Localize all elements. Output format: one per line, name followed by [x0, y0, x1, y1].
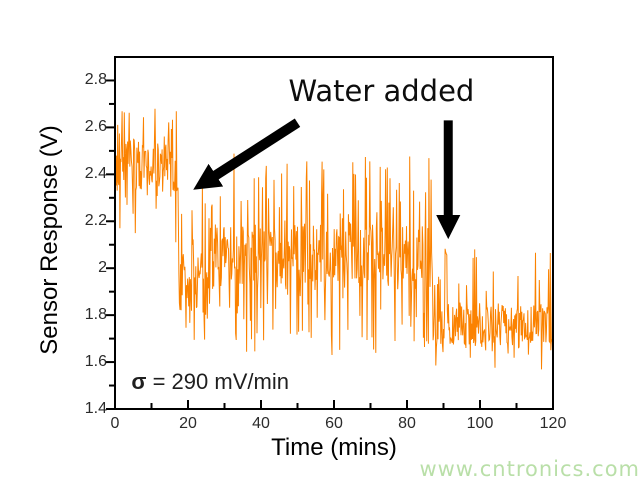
- y-tick-label-2.2: 2.2: [84, 212, 107, 230]
- y-tick-label-2.6: 2.6: [84, 118, 107, 136]
- x-tick-label-20: 20: [179, 415, 197, 432]
- sigma-value-text: = 290 mV/min: [146, 369, 289, 395]
- sensor-response-trace: [114, 108, 554, 370]
- x-axis-title: Time (mins): [271, 434, 397, 461]
- y-tick-label-1.6: 1.6: [84, 353, 107, 371]
- y-tick-label-2: 2: [98, 259, 107, 277]
- x-tick-label-60: 60: [325, 415, 343, 432]
- x-tick-label-40: 40: [252, 415, 270, 432]
- water-arrow-diagonal: [193, 118, 301, 190]
- x-tick-label-80: 80: [398, 415, 416, 432]
- watermark-text: www.cntronics.com: [419, 457, 640, 481]
- x-tick-label-0: 0: [110, 415, 120, 432]
- x-tick-label-100: 100: [466, 415, 494, 432]
- x-tick-label-120: 120: [539, 415, 567, 432]
- sigma-symbol: σ: [131, 369, 147, 395]
- annotation-sigma: σ = 290 mV/min: [131, 369, 289, 395]
- y-tick-label-1.4: 1.4: [84, 400, 107, 417]
- y-tick-label-2.4: 2.4: [84, 165, 107, 183]
- y-tick-label-2.8: 2.8: [84, 71, 107, 89]
- plot-box: [114, 56, 554, 410]
- y-tick-label-1.8: 1.8: [84, 306, 107, 324]
- annotation-water-added: Water added: [288, 73, 475, 108]
